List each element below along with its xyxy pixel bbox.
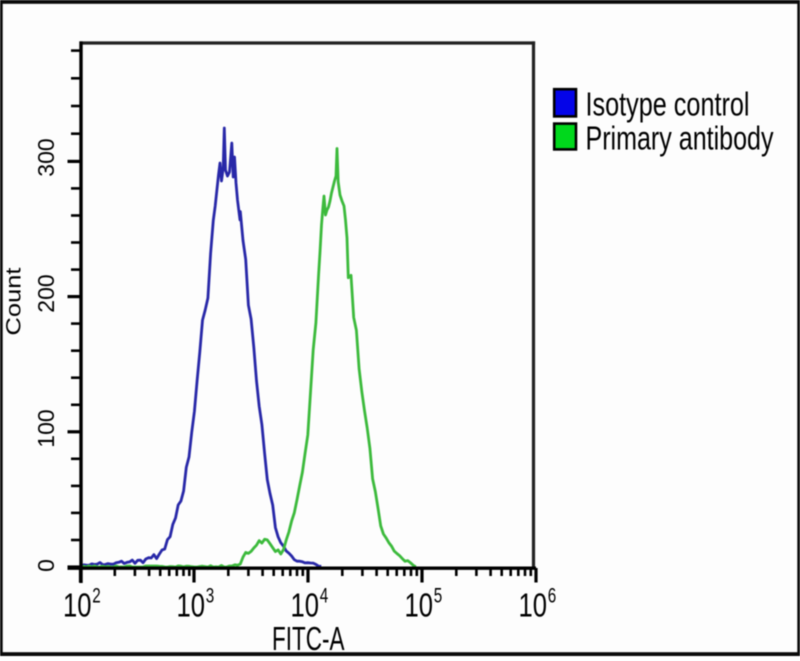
svg-text:3: 3 <box>206 584 215 608</box>
svg-text:10: 10 <box>177 588 206 625</box>
svg-text:0: 0 <box>33 559 59 572</box>
svg-text:6: 6 <box>548 584 557 608</box>
svg-text:Primary antibody: Primary antibody <box>586 120 774 157</box>
svg-text:5: 5 <box>434 584 443 608</box>
svg-text:200: 200 <box>33 274 59 312</box>
svg-text:2: 2 <box>92 584 101 608</box>
svg-text:4: 4 <box>320 584 329 608</box>
svg-text:100: 100 <box>33 409 59 447</box>
svg-text:Count: Count <box>2 267 25 335</box>
svg-text:10: 10 <box>291 588 320 625</box>
svg-text:FITC-A: FITC-A <box>272 620 345 656</box>
svg-text:300: 300 <box>33 138 59 176</box>
svg-text:10: 10 <box>63 588 92 625</box>
svg-text:10: 10 <box>405 588 434 625</box>
svg-text:Isotype control: Isotype control <box>586 86 750 123</box>
svg-text:10: 10 <box>519 588 548 625</box>
